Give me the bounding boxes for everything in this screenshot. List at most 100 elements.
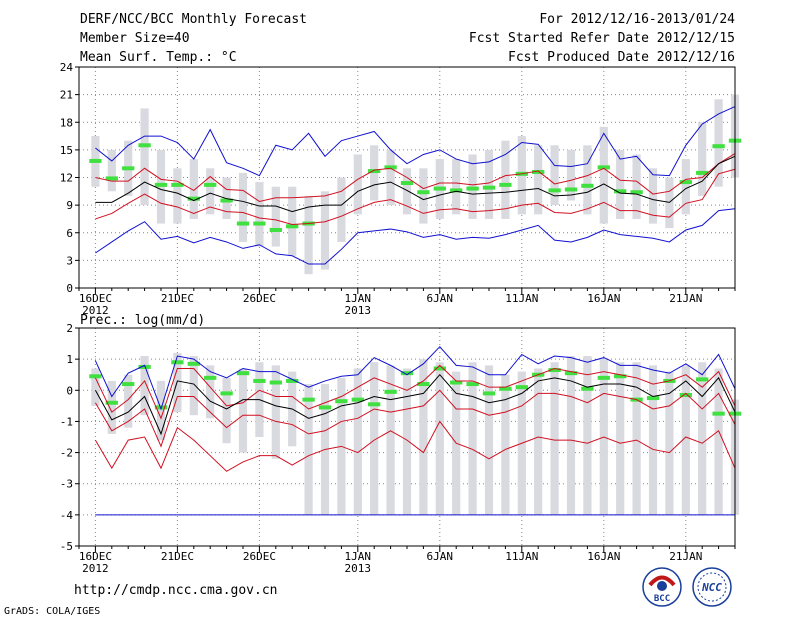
prec-spread-box: [714, 368, 723, 515]
prec-observed-marker: [450, 380, 463, 385]
temp-x-tick-label: 21JAN: [669, 292, 702, 305]
temp-observed-marker: [122, 166, 135, 171]
prec-observed-marker: [89, 374, 102, 379]
logos: BCC NCC: [642, 567, 732, 607]
temp-x-tick-label: 6JAN: [427, 292, 454, 305]
prec-spread-box: [698, 362, 707, 515]
temp-observed-marker: [482, 185, 496, 190]
temp-spread-box: [386, 149, 395, 206]
prec-series-lower: [94, 389, 736, 448]
bcc-logo-icon: BCC: [642, 567, 682, 607]
temp-spread-box: [501, 140, 510, 219]
prec-x-tick-label: 16JAN: [587, 550, 620, 563]
prec-spread-box: [435, 362, 444, 515]
temp-spread-box: [304, 195, 313, 275]
temp-spread-box: [402, 168, 412, 215]
prec-observed-marker: [220, 391, 233, 396]
prec-x-tick-label: 16DEC: [79, 550, 112, 563]
prec-x-tick-label: 21DEC: [161, 550, 194, 563]
temp-observed-marker: [269, 227, 282, 232]
prec-y-tick-label: 1: [66, 353, 73, 366]
temp-x-tick-label: 1JAN: [345, 292, 372, 305]
prec-observed-marker: [187, 361, 200, 366]
temp-series-lower: [95, 168, 736, 225]
temp-spread-box: [566, 149, 576, 201]
prec-observed-marker: [433, 366, 446, 371]
temp-spread-box: [320, 191, 330, 270]
temp-y-tick-label: 18: [60, 116, 73, 129]
prec-spread-box: [402, 368, 412, 515]
prec-spread-box: [534, 368, 543, 515]
temp-observed-marker: [433, 186, 446, 191]
prec-observed-marker: [515, 385, 528, 390]
prec-observed-marker: [286, 378, 299, 383]
temp-observed-marker: [171, 182, 184, 187]
prec-spread-box: [140, 356, 149, 416]
temp-observed-marker: [220, 198, 233, 203]
prec-observed-marker: [105, 400, 118, 405]
forecast-period: For 2012/12/16-2013/01/24: [539, 12, 735, 27]
temp-spread-box: [255, 182, 264, 247]
prec-observed-marker: [384, 389, 397, 394]
prec-observed-marker: [122, 382, 135, 387]
prec-y-tick-label: -4: [60, 509, 74, 522]
prec-observed-marker: [581, 386, 594, 391]
temp-spread-box: [140, 108, 149, 206]
temp-y-tick-label: 0: [66, 282, 73, 295]
prec-spread-box: [419, 359, 428, 515]
temp-spread-box: [271, 186, 280, 247]
prec-spread-box: [583, 356, 592, 515]
prec-spread-box: [386, 365, 395, 515]
prec-observed-marker: [269, 380, 282, 385]
prec-observed-marker: [499, 386, 512, 391]
temp-spread-box: [452, 159, 461, 215]
temp-spread-box: [419, 168, 428, 224]
prec-observed-marker: [646, 396, 660, 401]
prec-observed-marker: [335, 399, 348, 404]
temp-x-tick-label: 21DEC: [161, 292, 194, 305]
temp-observed-marker: [630, 190, 643, 195]
prec-observed-marker: [204, 375, 217, 380]
temp-series-min: [95, 208, 736, 265]
prec-y-tick-label: 0: [66, 384, 73, 397]
temp-spread-box: [353, 154, 362, 215]
temp-spread-box: [534, 145, 543, 215]
temp-y-tick-label: 3: [66, 254, 73, 267]
temp-spread-box: [681, 159, 690, 215]
temp-observed-marker: [614, 189, 627, 194]
temp-spread-box: [583, 145, 592, 215]
temp-observed-marker: [696, 170, 709, 175]
prec-spread-box: [304, 384, 313, 515]
temp-spread-box: [698, 122, 707, 196]
prec-observed-marker: [482, 391, 496, 396]
footer-url[interactable]: http://cmdp.ncc.cma.gov.cn: [74, 583, 278, 598]
prec-spread-box: [632, 362, 641, 515]
temp-spread-box: [206, 168, 215, 215]
temp-spread-box: [616, 149, 625, 219]
temp-observed-marker: [450, 188, 463, 193]
prec-spread-box: [484, 365, 494, 515]
prec-observed-marker: [696, 377, 709, 382]
prec-spread-box: [616, 362, 625, 515]
temp-spread-box: [714, 99, 723, 187]
temp-y-tick-label: 21: [60, 89, 73, 102]
temp-x-tick-label: 26DEC: [243, 292, 276, 305]
temp-spread-box: [107, 149, 116, 192]
temp-spread-box: [484, 149, 494, 219]
prec-observed-marker: [712, 411, 725, 416]
temp-observed-marker: [154, 182, 168, 187]
prec-series-mean: [94, 373, 736, 436]
temp-spread-box: [238, 172, 248, 242]
prec-observed-marker: [679, 392, 692, 397]
temperature-panel: 0 3 6 9 12 15 18 21 24 16DEC 21DEC 26DEC 1JAN 6JAN 11J…: [60, 61, 742, 317]
temp-observed-marker: [89, 158, 102, 163]
prec-series-max: [94, 345, 736, 411]
prec-y-tick-label: -1: [60, 415, 73, 428]
prec-spread-box: [222, 377, 231, 444]
prec-observed-marker: [171, 360, 184, 365]
temp-observed-marker: [548, 188, 561, 193]
temp-observed-marker: [466, 186, 479, 191]
prec-observed-marker: [400, 371, 414, 376]
prec-spread-box: [156, 380, 166, 441]
temp-x-tick-label: 11JAN: [505, 292, 538, 305]
